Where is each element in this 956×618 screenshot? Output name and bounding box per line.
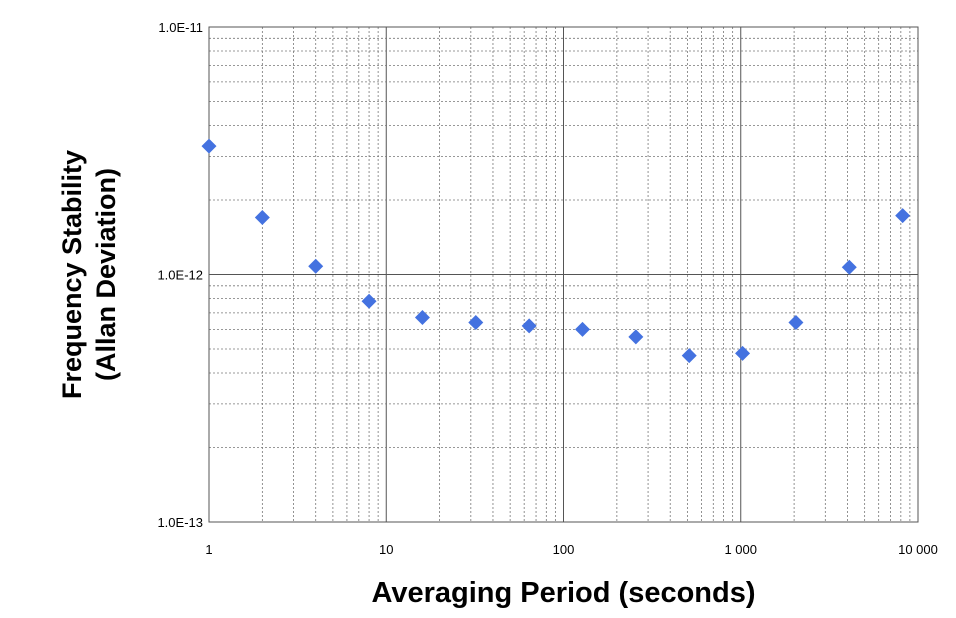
data-point: [308, 258, 324, 274]
data-point: [361, 293, 377, 309]
data-point: [468, 314, 484, 330]
data-point: [575, 321, 591, 337]
grid-lines: [209, 27, 918, 522]
y-axis-title-line2: (Allan Deviation): [91, 168, 121, 381]
data-point: [521, 318, 537, 334]
data-points: [201, 138, 911, 364]
data-point: [254, 209, 270, 225]
data-point: [201, 138, 217, 154]
tick-labels: 1 10 100 1 000 10 000 1.0E-13 1.0E-12 1.0E-11: [157, 20, 937, 557]
data-point: [681, 348, 697, 364]
data-point: [788, 314, 804, 330]
x-tick-label: 100: [553, 542, 575, 557]
y-tick-label: 1.0E-13: [157, 515, 203, 530]
data-point: [735, 345, 751, 361]
x-tick-label: 1 000: [724, 542, 757, 557]
x-tick-label: 1: [205, 542, 212, 557]
y-tick-label: 1.0E-11: [158, 20, 203, 35]
x-tick-label: 10: [379, 542, 393, 557]
plot-area: [208, 26, 919, 523]
data-point: [628, 329, 644, 345]
data-point: [841, 259, 857, 275]
x-tick-label: 10 000: [898, 542, 938, 557]
data-point: [414, 310, 430, 326]
data-point: [895, 208, 911, 224]
y-axis-title-line1: Frequency Stability: [57, 150, 87, 399]
x-axis-title: Averaging Period (seconds): [371, 577, 755, 609]
y-tick-label: 1.0E-12: [157, 268, 203, 283]
